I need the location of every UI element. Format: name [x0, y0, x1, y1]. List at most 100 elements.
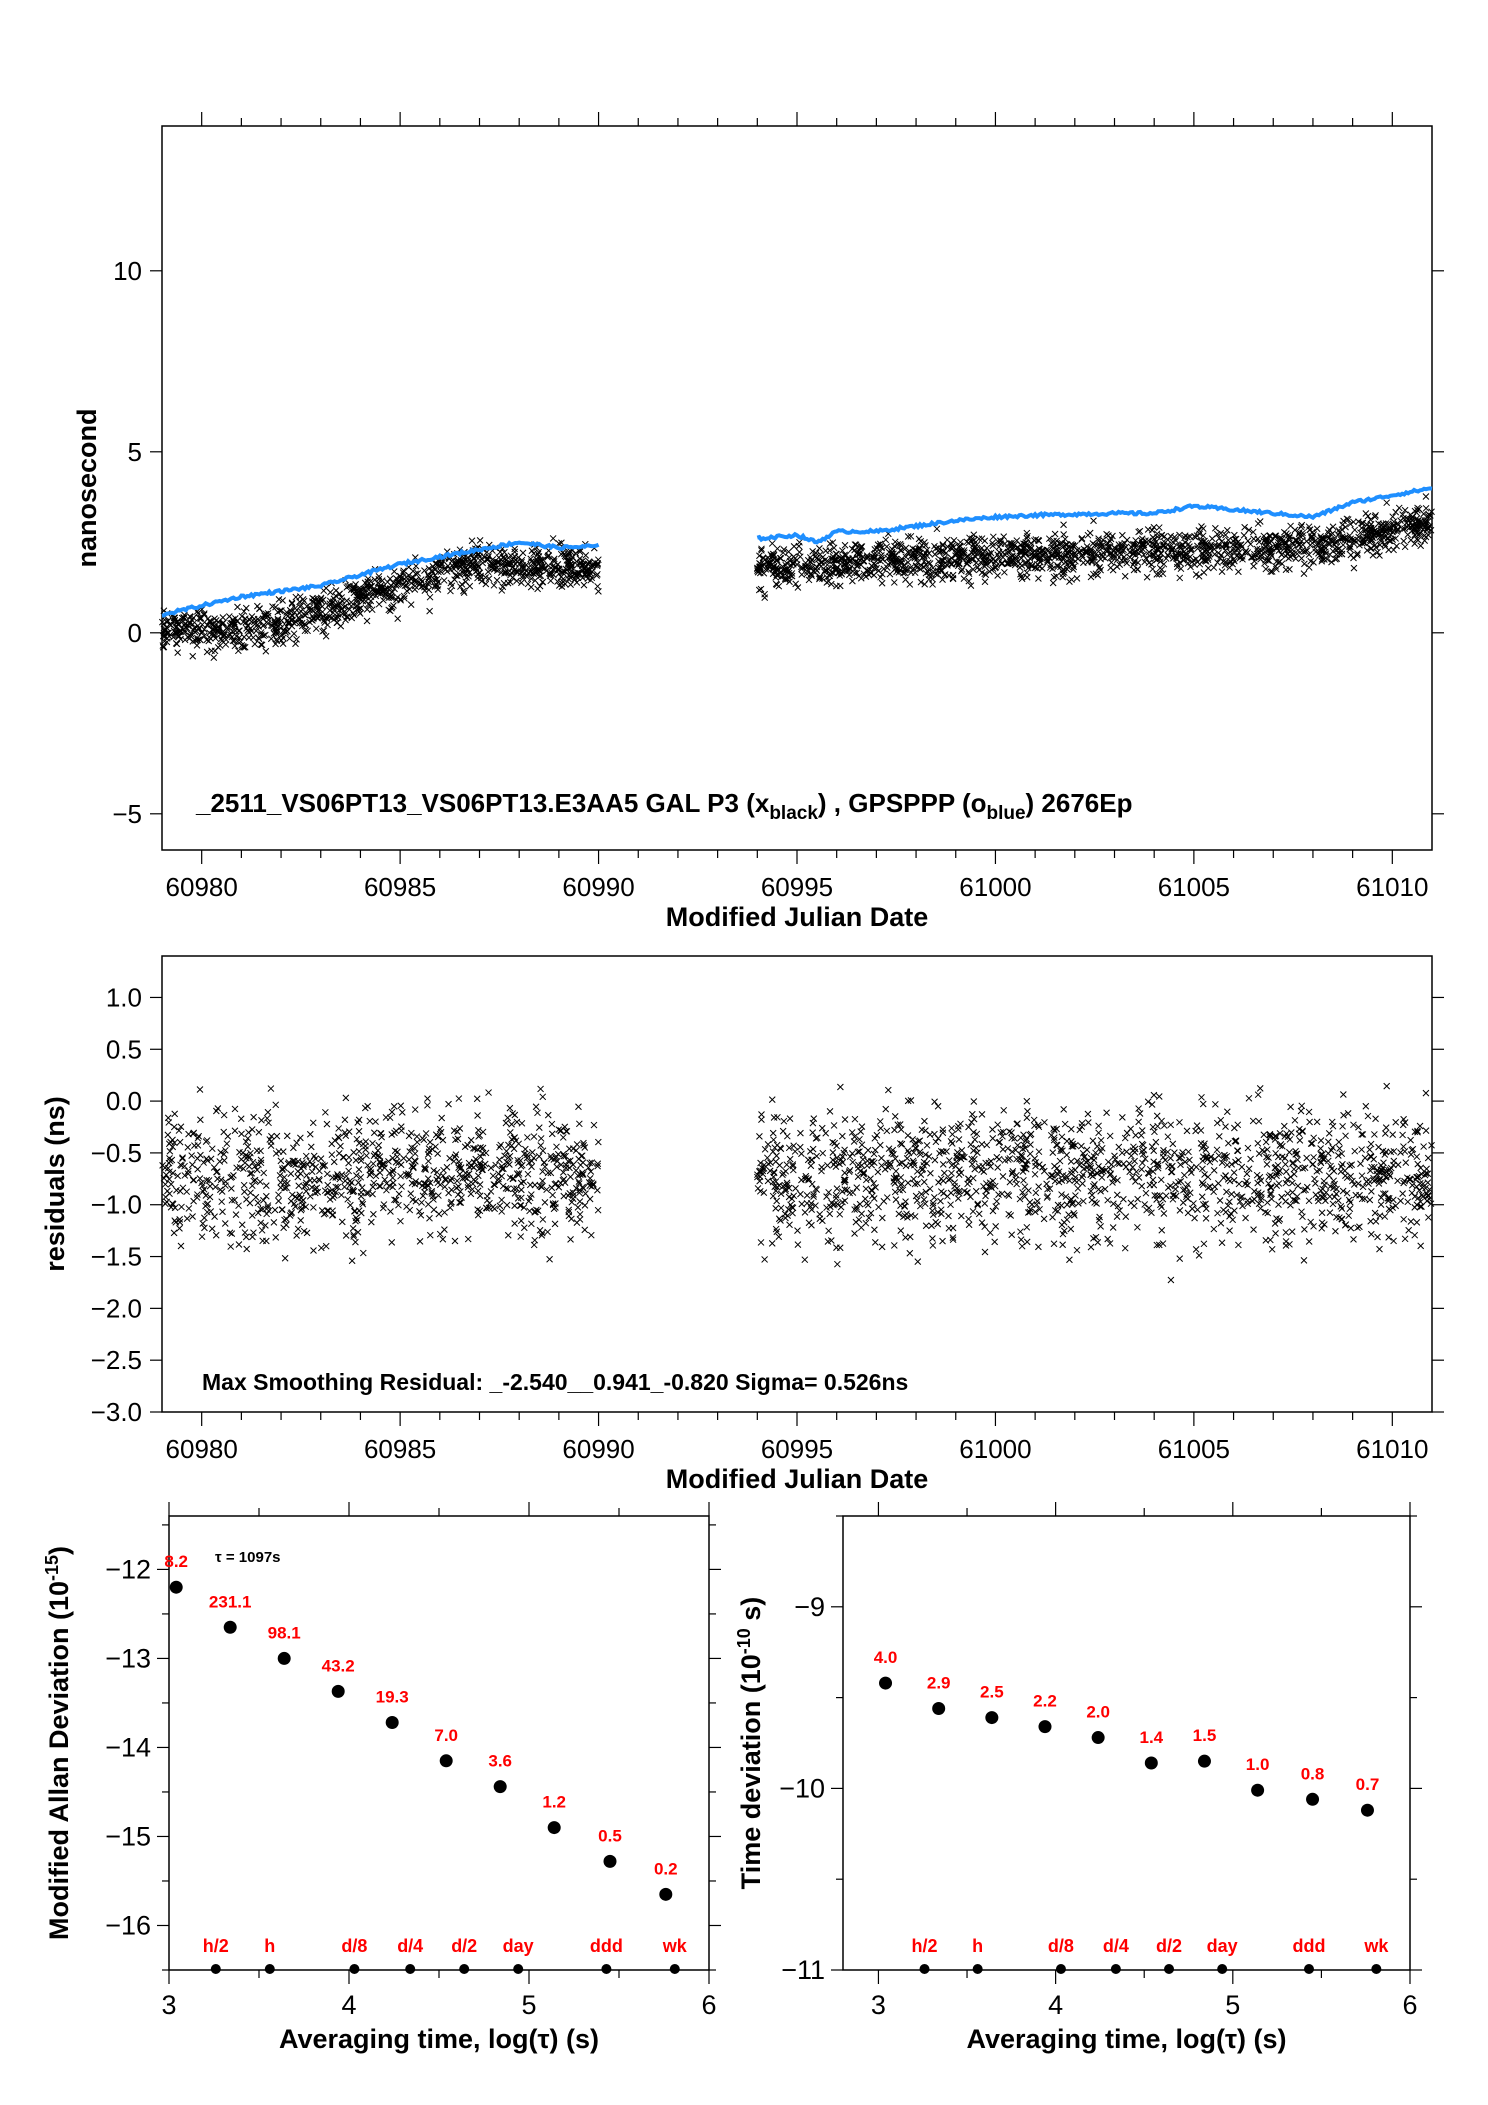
data-point [334, 614, 342, 621]
data-point [1268, 1173, 1276, 1180]
data-point [1282, 1160, 1289, 1168]
data-point [1097, 1136, 1105, 1144]
data-point [994, 1121, 1002, 1129]
data-point [1287, 1173, 1295, 1181]
data-point [295, 1182, 303, 1190]
data-point [547, 577, 555, 585]
data-point [440, 577, 448, 584]
data-point [1267, 551, 1274, 558]
data-point [369, 1139, 376, 1147]
data-point [288, 1191, 296, 1199]
data-point [1282, 1198, 1289, 1205]
data-point [376, 1169, 384, 1177]
data-point [200, 626, 208, 633]
data-point [564, 550, 572, 558]
data-point [1397, 1149, 1404, 1156]
data-point [1381, 1130, 1389, 1137]
data-point [565, 1145, 573, 1153]
data-point [531, 1181, 539, 1189]
data-point [1335, 1138, 1343, 1146]
data-point [539, 1147, 547, 1155]
data-point [851, 1115, 859, 1123]
data-point [524, 580, 532, 588]
data-point [308, 1161, 316, 1169]
data-point [989, 533, 997, 541]
data-point [424, 1095, 431, 1102]
data-point [1035, 1183, 1043, 1190]
data-point [301, 627, 309, 635]
data-point [1158, 1226, 1166, 1234]
data-point [1345, 543, 1353, 550]
data-point [855, 1161, 862, 1169]
data-point [323, 1170, 331, 1178]
data-point [452, 572, 460, 579]
data-point [1300, 570, 1308, 577]
data-point [1218, 568, 1226, 575]
data-point [290, 630, 298, 638]
data-point [451, 1237, 459, 1245]
data-point [548, 569, 556, 577]
data-point [1023, 1097, 1031, 1105]
data-point [969, 1208, 977, 1215]
data-point [1401, 506, 1409, 514]
data-point [162, 625, 169, 633]
data-point [1005, 1210, 1013, 1218]
data-point [1371, 1131, 1378, 1138]
data-point [340, 603, 348, 611]
data-point [1254, 1091, 1262, 1099]
data-point [813, 1152, 821, 1160]
data-point [1345, 1196, 1353, 1204]
data-point [890, 579, 898, 586]
data-point [447, 587, 454, 595]
data-point [1329, 1200, 1337, 1208]
data-point [1235, 1156, 1242, 1164]
data-point [905, 1149, 913, 1157]
data-point [267, 635, 275, 643]
data-point [572, 549, 580, 557]
data-point [1256, 518, 1264, 525]
data-point [1084, 1119, 1092, 1126]
data-point [809, 548, 817, 555]
data-point [479, 1128, 487, 1136]
data-point [235, 1202, 242, 1210]
data-point [539, 578, 547, 586]
data-point [1107, 564, 1114, 572]
data-point [983, 544, 991, 552]
data-point [544, 1228, 551, 1236]
data-point [1390, 546, 1397, 554]
data-point [335, 1125, 343, 1132]
data-point [181, 611, 188, 619]
data-point [489, 556, 497, 563]
data-point [317, 1155, 325, 1162]
data-point [1204, 564, 1212, 572]
caption-sub-black: black [769, 803, 818, 824]
data-point [1383, 499, 1391, 507]
data-point [849, 577, 856, 585]
data-point [794, 584, 802, 591]
data-point [512, 568, 520, 575]
data-point [1176, 1207, 1184, 1214]
data-point [350, 586, 358, 594]
data-point [548, 1130, 556, 1138]
data-point [295, 614, 302, 622]
data-point [281, 1216, 288, 1224]
data-point [1104, 1196, 1112, 1204]
data-point [1405, 1226, 1413, 1234]
data-point [574, 1203, 582, 1211]
data-point [306, 618, 313, 626]
data-point [450, 565, 458, 573]
data-point [275, 596, 283, 603]
data-point [1161, 1156, 1169, 1164]
data-point [302, 608, 309, 616]
data-point [934, 1220, 942, 1228]
data-point [413, 1133, 421, 1140]
data-point [1301, 560, 1308, 568]
data-point [989, 1135, 997, 1142]
data-point [583, 567, 591, 575]
data-point [1216, 1197, 1224, 1204]
data-point [1358, 1146, 1365, 1153]
data-point [262, 647, 270, 655]
data-point [796, 548, 803, 556]
data-point [517, 1202, 525, 1209]
data-point [434, 1173, 442, 1181]
